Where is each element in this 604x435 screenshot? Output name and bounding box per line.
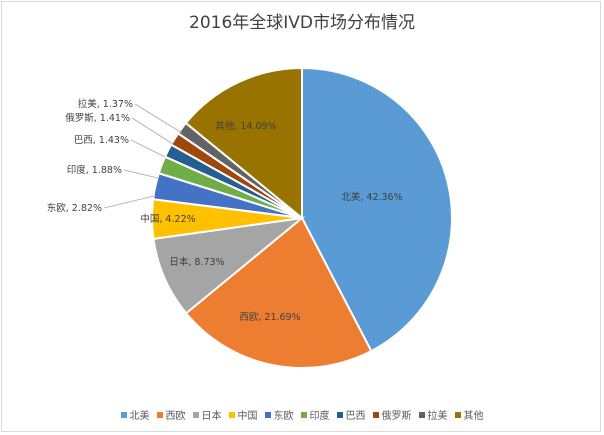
legend-swatch — [336, 411, 343, 418]
legend-swatch — [372, 411, 379, 418]
legend-item-6: 印度 — [300, 407, 330, 422]
legend-label: 西欧 — [165, 411, 186, 422]
legend-swatch — [300, 411, 307, 418]
pie-slice-3 — [152, 216, 306, 315]
legend-swatch — [120, 411, 127, 418]
legend-item-3: 日本 — [192, 407, 222, 422]
leader-line-8 — [131, 117, 174, 145]
legend-swatch — [264, 411, 271, 418]
legend-swatch — [192, 411, 199, 418]
data-label-1: 北美, 42.36% — [341, 191, 402, 203]
data-label-9: 拉美, 1.37% — [78, 98, 133, 110]
pie-slice-2 — [184, 216, 373, 369]
legend-label: 东欧 — [273, 411, 294, 422]
data-label-8: 俄罗斯, 1.41% — [65, 112, 130, 124]
leader-line-5 — [103, 195, 155, 209]
legend-item-7: 巴西 — [336, 407, 366, 422]
data-label-7: 巴西, 1.43% — [74, 135, 129, 146]
legend-label: 拉美 — [427, 411, 448, 422]
legend-label: 巴西 — [345, 411, 366, 422]
leader-line-9 — [134, 103, 183, 134]
data-label-4: 中国, 4.22% — [140, 213, 195, 225]
legend-label: 北美 — [129, 411, 150, 422]
legend-swatch — [454, 411, 461, 418]
legend-swatch — [228, 411, 235, 418]
legend-item-9: 拉美 — [418, 407, 448, 422]
legend-swatch — [156, 411, 163, 418]
leader-line-6 — [123, 169, 159, 179]
pie-slice-1 — [301, 66, 453, 353]
legend-item-2: 西欧 — [156, 407, 186, 422]
data-label-5: 东欧, 2.82% — [47, 202, 102, 214]
chart-title: 2016年全球IVD市场分布情况 — [189, 13, 415, 33]
legend-label: 中国 — [237, 411, 258, 422]
legend: 北美 西欧 日本 中国 东欧 印度 巴西 俄罗斯 拉美 其他 — [0, 407, 604, 422]
leader-line-7 — [130, 139, 166, 158]
data-label-6: 印度, 1.88% — [67, 164, 122, 176]
legend-label: 印度 — [309, 411, 330, 422]
legend-label: 日本 — [201, 411, 222, 422]
data-label-3: 日本, 8.73% — [169, 256, 224, 268]
legend-item-10: 其他 — [454, 407, 484, 422]
legend-item-1: 北美 — [120, 407, 150, 422]
data-label-2: 西欧, 21.69% — [239, 311, 300, 323]
legend-item-4: 中国 — [228, 407, 258, 422]
legend-item-8: 俄罗斯 — [372, 407, 412, 422]
legend-label: 其他 — [463, 411, 484, 422]
legend-label: 俄罗斯 — [381, 411, 412, 422]
data-label-10: 其他, 14.09% — [215, 120, 276, 132]
pie-slice-10 — [184, 66, 303, 221]
legend-item-5: 东欧 — [264, 407, 294, 422]
legend-swatch — [418, 411, 425, 418]
